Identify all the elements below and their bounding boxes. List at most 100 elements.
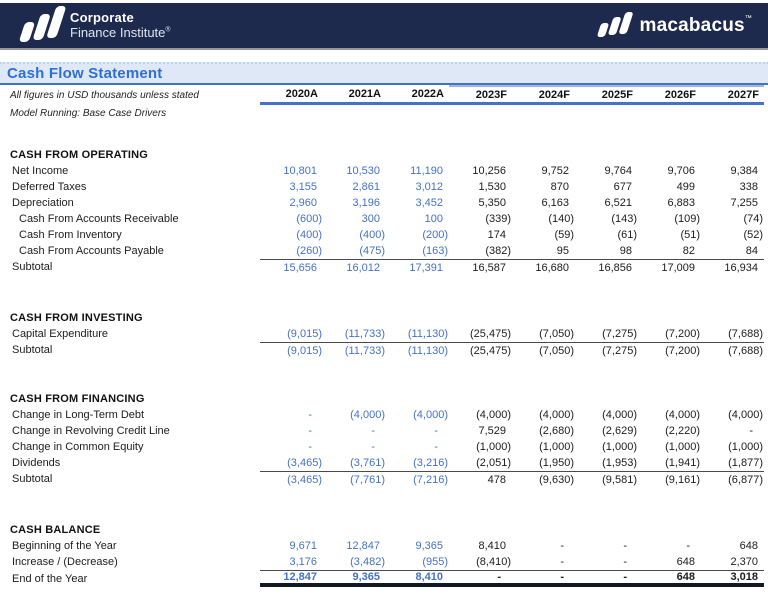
- value-cell-2025F[interactable]: 6,521: [604, 197, 632, 209]
- value-cell-2020A[interactable]: -: [308, 425, 312, 437]
- value-cell-2027F[interactable]: (74): [743, 213, 763, 225]
- value-cell-2027F[interactable]: -: [749, 425, 753, 437]
- value-cell-2025F[interactable]: (9,581): [575, 471, 638, 487]
- value-cell-2021A[interactable]: -: [371, 425, 375, 437]
- value-cell-2027F[interactable]: 648: [739, 540, 758, 552]
- value-cell-2020A[interactable]: 15,656: [260, 259, 323, 275]
- value-cell-2020A[interactable]: (3,465): [260, 471, 323, 487]
- value-cell-2024F[interactable]: (4,000): [539, 409, 574, 421]
- value-cell-2024F[interactable]: -: [560, 556, 564, 568]
- value-cell-2020A[interactable]: -: [308, 409, 312, 421]
- value-cell-2022A[interactable]: (3,216): [413, 457, 448, 469]
- value-cell-2025F[interactable]: (1,953): [602, 457, 637, 469]
- value-cell-2026F[interactable]: (51): [680, 229, 700, 241]
- value-cell-2025F[interactable]: 677: [613, 181, 632, 193]
- value-cell-2027F[interactable]: 16,934: [701, 259, 764, 275]
- value-cell-2023F[interactable]: (4,000): [476, 409, 511, 421]
- value-cell-2025F[interactable]: (7,275): [575, 342, 638, 358]
- value-cell-2023F[interactable]: -: [449, 570, 512, 587]
- value-cell-2021A[interactable]: (7,761): [323, 471, 386, 487]
- value-cell-2025F[interactable]: -: [623, 540, 627, 552]
- value-cell-2020A[interactable]: -: [308, 441, 312, 453]
- value-cell-2020A[interactable]: 12,847: [260, 570, 323, 587]
- value-cell-2023F[interactable]: (1,000): [476, 441, 511, 453]
- value-cell-2020A[interactable]: (400): [296, 229, 322, 241]
- value-cell-2027F[interactable]: (4,000): [728, 409, 763, 421]
- value-cell-2021A[interactable]: (3,761): [350, 457, 385, 469]
- value-cell-2023F[interactable]: (25,475): [470, 328, 511, 340]
- value-cell-2022A[interactable]: 17,391: [386, 259, 449, 275]
- value-cell-2027F[interactable]: 338: [739, 181, 758, 193]
- value-cell-2024F[interactable]: 95: [556, 245, 569, 257]
- value-cell-2027F[interactable]: 84: [745, 245, 758, 257]
- value-cell-2020A[interactable]: (3,465): [287, 457, 322, 469]
- value-cell-2021A[interactable]: 12,847: [346, 540, 380, 552]
- value-cell-2021A[interactable]: (4,000): [350, 409, 385, 421]
- value-cell-2026F[interactable]: (9,161): [638, 471, 701, 487]
- value-cell-2027F[interactable]: (7,688): [728, 328, 763, 340]
- value-cell-2027F[interactable]: 3,018: [701, 570, 764, 587]
- value-cell-2026F[interactable]: (7,200): [665, 328, 700, 340]
- value-cell-2021A[interactable]: 16,012: [323, 259, 386, 275]
- value-cell-2021A[interactable]: 300: [361, 213, 380, 225]
- value-cell-2024F[interactable]: -: [512, 570, 575, 587]
- value-cell-2022A[interactable]: (7,216): [386, 471, 449, 487]
- value-cell-2021A[interactable]: (400): [359, 229, 385, 241]
- value-cell-2027F[interactable]: 7,255: [730, 197, 758, 209]
- value-cell-2022A[interactable]: (11,130): [407, 328, 448, 340]
- value-cell-2024F[interactable]: 870: [550, 181, 569, 193]
- value-cell-2023F[interactable]: 174: [487, 229, 506, 241]
- value-cell-2024F[interactable]: (2,680): [539, 425, 574, 437]
- value-cell-2025F[interactable]: (4,000): [602, 409, 637, 421]
- value-cell-2024F[interactable]: (9,630): [512, 471, 575, 487]
- value-cell-2020A[interactable]: 9,671: [289, 540, 317, 552]
- value-cell-2022A[interactable]: 100: [424, 213, 443, 225]
- value-cell-2021A[interactable]: 9,365: [323, 570, 386, 587]
- value-cell-2022A[interactable]: (4,000): [413, 409, 448, 421]
- value-cell-2026F[interactable]: (1,941): [665, 457, 700, 469]
- value-cell-2022A[interactable]: (163): [422, 245, 448, 257]
- value-cell-2024F[interactable]: (7,050): [539, 328, 574, 340]
- value-cell-2025F[interactable]: -: [575, 570, 638, 587]
- value-cell-2024F[interactable]: (59): [554, 229, 574, 241]
- value-cell-2024F[interactable]: -: [560, 540, 564, 552]
- value-cell-2025F[interactable]: 9,764: [604, 165, 632, 177]
- value-cell-2026F[interactable]: (109): [674, 213, 700, 225]
- value-cell-2026F[interactable]: 648: [638, 570, 701, 587]
- value-cell-2023F[interactable]: 1,530: [478, 181, 506, 193]
- value-cell-2025F[interactable]: 16,856: [575, 259, 638, 275]
- value-cell-2022A[interactable]: 3,452: [415, 197, 443, 209]
- value-cell-2025F[interactable]: (1,000): [602, 441, 637, 453]
- value-cell-2020A[interactable]: (9,015): [260, 342, 323, 358]
- value-cell-2022A[interactable]: 11,190: [410, 165, 443, 177]
- value-cell-2023F[interactable]: 5,350: [478, 197, 506, 209]
- value-cell-2023F[interactable]: 8,410: [478, 540, 506, 552]
- value-cell-2022A[interactable]: -: [434, 425, 438, 437]
- value-cell-2025F[interactable]: (2,629): [602, 425, 637, 437]
- value-cell-2020A[interactable]: 10,801: [283, 165, 317, 177]
- value-cell-2024F[interactable]: (1,000): [539, 441, 574, 453]
- value-cell-2020A[interactable]: (600): [296, 213, 322, 225]
- value-cell-2022A[interactable]: (955): [422, 556, 448, 568]
- value-cell-2020A[interactable]: (9,015): [287, 328, 322, 340]
- value-cell-2023F[interactable]: 478: [449, 471, 512, 487]
- value-cell-2020A[interactable]: 2,960: [289, 197, 317, 209]
- value-cell-2025F[interactable]: -: [623, 556, 627, 568]
- value-cell-2027F[interactable]: (1,000): [728, 441, 763, 453]
- value-cell-2024F[interactable]: 16,680: [512, 259, 575, 275]
- value-cell-2026F[interactable]: -: [686, 540, 690, 552]
- value-cell-2022A[interactable]: 8,410: [386, 570, 449, 587]
- value-cell-2025F[interactable]: (61): [617, 229, 637, 241]
- value-cell-2026F[interactable]: (1,000): [665, 441, 700, 453]
- value-cell-2021A[interactable]: (11,733): [323, 342, 386, 358]
- value-cell-2021A[interactable]: -: [371, 441, 375, 453]
- value-cell-2027F[interactable]: 9,384: [730, 165, 758, 177]
- value-cell-2026F[interactable]: 648: [676, 556, 695, 568]
- value-cell-2026F[interactable]: 9,706: [667, 165, 695, 177]
- value-cell-2027F[interactable]: (1,877): [728, 457, 763, 469]
- value-cell-2026F[interactable]: 17,009: [638, 259, 701, 275]
- value-cell-2023F[interactable]: (382): [485, 245, 511, 257]
- value-cell-2025F[interactable]: (7,275): [602, 328, 637, 340]
- value-cell-2024F[interactable]: 6,163: [541, 197, 569, 209]
- value-cell-2026F[interactable]: (4,000): [665, 409, 700, 421]
